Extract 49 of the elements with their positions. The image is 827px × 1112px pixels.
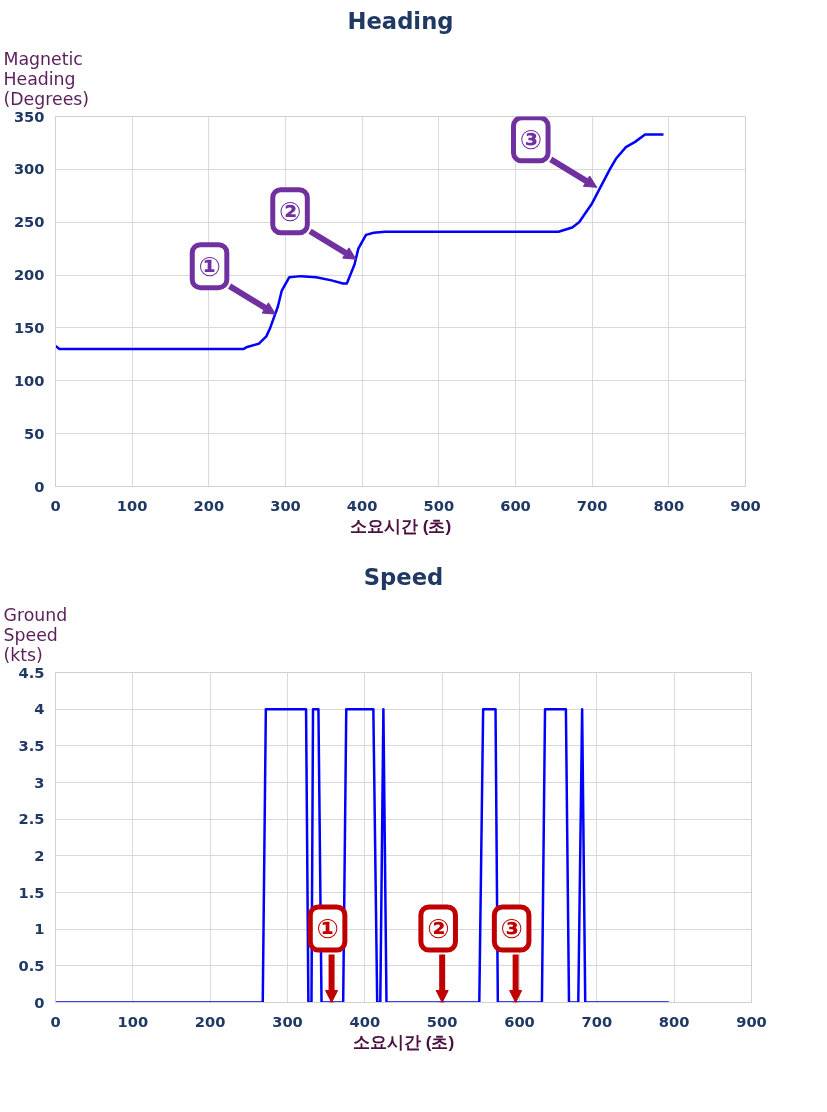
y-tick-label: 3 bbox=[34, 773, 45, 791]
x-tick-label: 500 bbox=[423, 496, 455, 514]
x-tick-label: 300 bbox=[272, 1012, 303, 1030]
y-tick-label: 100 bbox=[13, 371, 45, 389]
annotation: ① bbox=[198, 250, 221, 282]
y-tick-label: 4.5 bbox=[18, 663, 45, 681]
x-tick-label: 800 bbox=[658, 1012, 690, 1030]
x-tick-label: 200 bbox=[193, 496, 225, 514]
x-axis-title: 소요시간 (초) bbox=[349, 515, 452, 536]
x-tick-label: 900 bbox=[730, 496, 761, 514]
x-tick-label: 700 bbox=[576, 496, 608, 514]
y-tick-label: 0 bbox=[34, 477, 45, 495]
chart-title: Speed bbox=[363, 563, 444, 590]
chart-title: Heading bbox=[347, 7, 454, 34]
y-tick-label: 50 bbox=[24, 424, 45, 442]
y-tick-label: 200 bbox=[13, 266, 45, 284]
y-axis-title: Magnetic Heading (Degrees) bbox=[3, 48, 90, 109]
x-tick-label: 300 bbox=[270, 496, 301, 514]
x-tick-label: 500 bbox=[426, 1012, 458, 1030]
y-tick-label: 250 bbox=[13, 213, 45, 231]
x-axis-title: 소요시간 (초) bbox=[352, 1031, 455, 1052]
y-tick-label: 0 bbox=[34, 993, 45, 1011]
x-tick-label: 200 bbox=[194, 1012, 226, 1030]
x-tick-label: 400 bbox=[346, 496, 378, 514]
x-tick-label: 0 bbox=[50, 496, 61, 514]
y-tick-label: 300 bbox=[13, 160, 45, 178]
y-tick-label: 0.5 bbox=[18, 956, 45, 974]
annotation: ① bbox=[316, 913, 339, 944]
x-tick-label: 100 bbox=[116, 496, 148, 514]
y-tick-label: 1.5 bbox=[18, 883, 45, 901]
x-tick-label: 0 bbox=[50, 1012, 61, 1030]
x-tick-label: 700 bbox=[581, 1012, 613, 1030]
y-tick-label: 150 bbox=[13, 318, 45, 336]
x-tick-label: 600 bbox=[500, 496, 531, 514]
annotation: ③ bbox=[500, 913, 523, 944]
y-axis-title: Ground Speed (kts) bbox=[3, 604, 68, 665]
x-tick-label: 800 bbox=[653, 496, 685, 514]
y-tick-label: 1 bbox=[34, 920, 45, 938]
annotation: ③ bbox=[519, 123, 543, 155]
y-tick-label: 3.5 bbox=[18, 736, 45, 754]
y-tick-label: 4 bbox=[34, 700, 45, 718]
x-tick-label: 900 bbox=[736, 1012, 767, 1030]
y-tick-label: 2 bbox=[34, 846, 45, 864]
annotation: ② bbox=[426, 913, 450, 944]
x-tick-label: 100 bbox=[117, 1012, 149, 1030]
x-tick-label: 400 bbox=[349, 1012, 381, 1030]
annotation: ② bbox=[278, 195, 302, 227]
x-tick-label: 600 bbox=[504, 1012, 535, 1030]
y-tick-label: 2.5 bbox=[18, 810, 45, 828]
